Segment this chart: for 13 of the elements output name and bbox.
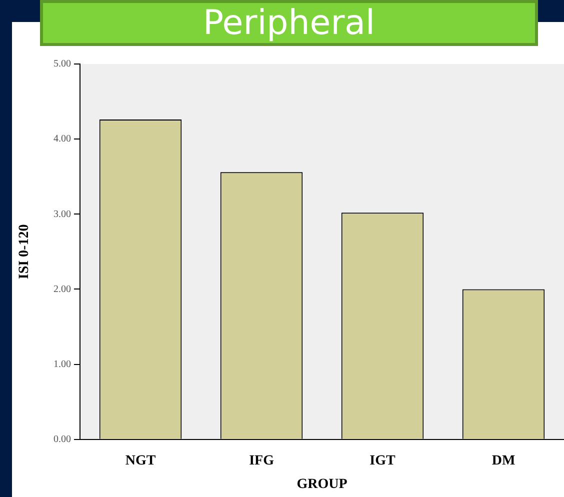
x-tick-label: DM: [492, 453, 516, 468]
y-tick-label: 4.00: [54, 134, 71, 145]
x-tick-label: NGT: [125, 453, 156, 468]
y-tick-label: 1.00: [54, 358, 71, 370]
x-tick-label: IGT: [370, 453, 396, 468]
y-tick-label: 2.00: [54, 284, 71, 295]
x-axis-title: GROUP: [296, 477, 348, 492]
y-tick-label: 0.00: [54, 434, 71, 446]
y-tick-label: 3.00: [54, 208, 71, 220]
y-axis-title: ISI 0-120: [17, 224, 32, 280]
y-tick-label: 5.00: [54, 58, 71, 70]
x-tick-label: IFG: [249, 453, 274, 468]
chart-title: Peripheral: [40, 0, 538, 46]
